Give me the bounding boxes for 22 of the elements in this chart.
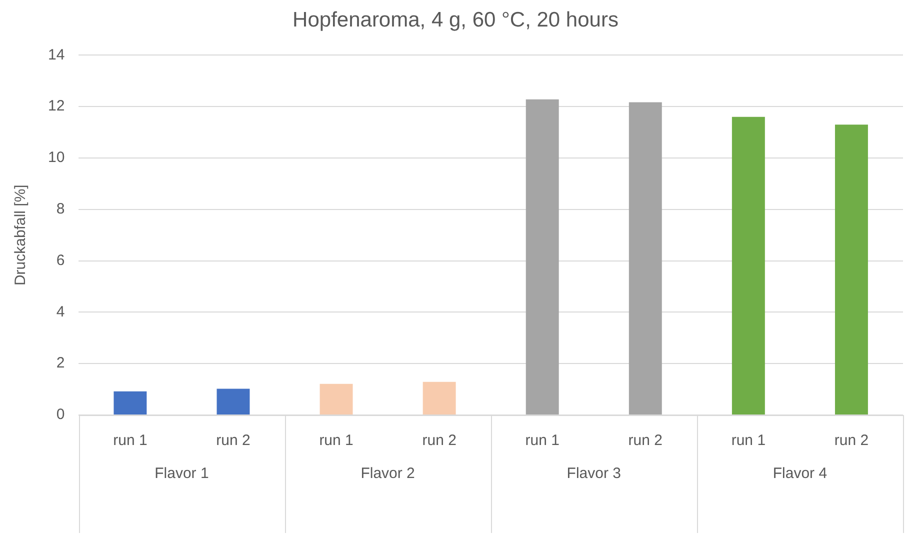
x-tick-label: Flavor 4 <box>772 465 828 482</box>
y-tick-label: 12 <box>48 98 65 115</box>
x-tick-label: Flavor 2 <box>360 465 415 482</box>
y-tick-label: 2 <box>56 354 65 372</box>
text: run 2 <box>834 432 869 450</box>
y-tick-label: 14 <box>48 46 65 64</box>
y-tick-label: 8 <box>56 200 65 218</box>
y-tick-label: 10 <box>48 149 65 166</box>
series-label: run 2 <box>216 432 250 450</box>
y-axis-title: Druckabfall [%] <box>12 184 30 286</box>
text: run 1 <box>319 432 354 450</box>
text: run 2 <box>422 432 456 450</box>
text: run 2 <box>628 432 663 450</box>
y-tick-label: 4 <box>56 303 65 320</box>
chart-title: Hopfenaroma, 4 g, 60 °C, 20 hours <box>292 8 618 32</box>
y-tick-label: 6 <box>56 252 65 269</box>
text: run 1 <box>731 432 766 450</box>
series-label: run 1 <box>113 432 148 450</box>
text: run 1 <box>525 432 560 450</box>
x-tick-label: Flavor 1 <box>154 465 209 482</box>
x-tick-label: Flavor 3 <box>566 465 621 482</box>
y-tick-label: 0 <box>56 406 65 424</box>
